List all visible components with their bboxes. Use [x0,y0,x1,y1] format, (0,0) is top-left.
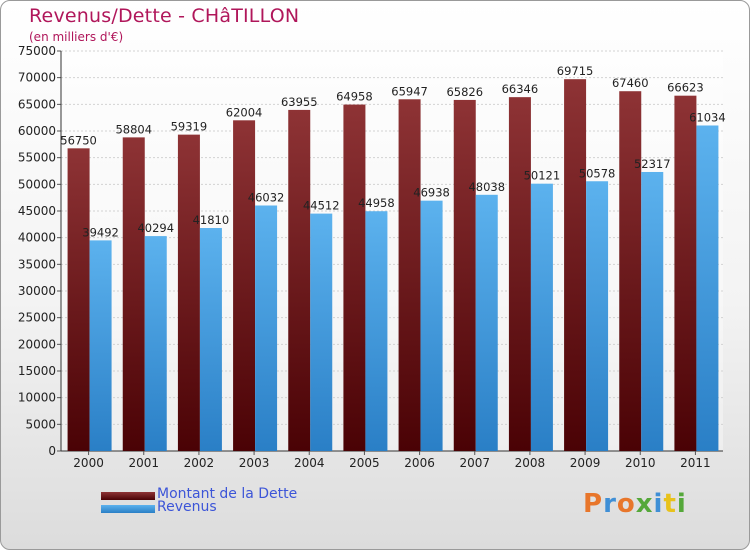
debt-value-label: 56750 [60,133,97,147]
revenue-value-label: 50578 [579,166,616,180]
x-tick-label: 2009 [570,456,601,470]
revenue-value-label: 41810 [193,213,230,227]
y-tick-label: 0 [48,444,56,458]
debt-value-label: 58804 [115,122,152,136]
revenue-value-label: 44512 [303,199,340,213]
revenue-bar [365,211,388,451]
legend-label-revenue: Revenus [157,499,217,515]
revenue-value-label: 48038 [468,180,505,194]
revenue-value-label: 50121 [524,169,561,183]
logo-letter: x [635,489,654,519]
y-tick-label: 35000 [18,257,56,271]
debt-bar [177,134,200,451]
debt-bar [122,137,145,451]
debt-value-label: 66346 [502,82,539,96]
y-tick-label: 20000 [18,337,56,351]
y-tick-label: 30000 [18,284,56,298]
x-tick-label: 2008 [515,456,546,470]
debt-bar [398,99,421,452]
x-tick-label: 2003 [239,456,270,470]
x-tick-label: 2005 [349,456,380,470]
y-tick-label: 5000 [25,417,56,431]
debt-value-label: 59319 [171,120,208,134]
x-tick-label: 2011 [680,456,711,470]
y-tick-label: 70000 [18,71,56,85]
chart-title: Revenus/Dette - CHâTILLON [29,5,300,27]
debt-bar [67,148,90,452]
revenue-value-label: 40294 [137,221,174,235]
logo-letter: P [583,489,604,519]
revenue-bar [310,213,333,451]
debt-value-label: 66623 [667,81,704,95]
x-tick-label: 2001 [128,456,159,470]
y-tick-label: 25000 [18,311,56,325]
legend-label-debt: Montant de la Dette [157,486,298,502]
logo-letter: i [653,489,664,519]
y-tick-label: 65000 [18,97,56,111]
revenue-bar [89,240,112,451]
debt-bar [288,109,311,451]
revenue-bar [144,236,167,451]
logo-letter: o [616,489,636,519]
debt-bar [564,79,587,451]
revenue-value-label: 61034 [689,110,726,124]
debt-value-label: 67460 [612,76,649,90]
x-tick-label: 2000 [73,456,104,470]
debt-bar [508,97,531,451]
y-tick-label: 10000 [18,391,56,405]
debt-bar [619,91,642,452]
revenue-bar [641,171,664,451]
revenue-bar [475,194,498,451]
debt-value-label: 63955 [281,95,318,109]
legend-swatch-debt [101,492,155,500]
grid [61,50,723,452]
bars [67,79,719,452]
debt-value-label: 69715 [557,64,594,78]
debt-value-label: 64958 [336,90,373,104]
revenue-bar [530,183,553,452]
revenue-bar [586,181,609,451]
y-tick-label: 45000 [18,204,56,218]
y-tick-label: 50000 [18,177,56,191]
data-labels: 56750 39492 58804 40294 59319 41810 62004 46032… [60,64,725,239]
revenue-value-label: 52317 [634,157,671,171]
x-tick-label: 2006 [404,456,435,470]
y-tick-label: 40000 [18,231,56,245]
revenue-value-label: 46032 [248,190,285,204]
proxiti-logo: Proxiti [583,489,687,519]
x-tick-label: 2002 [184,456,215,470]
logo-letter: t [663,489,677,519]
revenue-bar [255,205,278,451]
logo-letter: i [676,489,687,519]
revenue-bar [420,200,443,451]
revenue-value-label: 46938 [413,186,450,200]
y-tick-label: 60000 [18,124,56,138]
plot-area [61,51,723,451]
debt-bar [343,104,366,451]
axes: 0 5000 10000 15000 20000 25000 30000 35000 40000… [18,44,723,470]
legend-swatch-revenue [101,505,155,513]
revenue-bar [199,228,222,451]
debt-bar [453,99,476,451]
debt-value-label: 65826 [446,85,483,99]
chart-subtitle: (en milliers d'€) [29,30,124,44]
debt-bar [674,95,697,451]
x-tick-label: 2004 [294,456,325,470]
logo-letter: r [603,489,617,519]
debt-bar [233,120,256,451]
revenue-bar [696,125,719,451]
y-tick-label: 55000 [18,151,56,165]
x-tick-label: 2010 [625,456,656,470]
debt-value-label: 62004 [226,105,263,119]
debt-value-label: 65947 [391,84,428,98]
y-tick-label: 75000 [18,44,56,58]
revenue-value-label: 44958 [358,196,395,210]
revenue-value-label: 39492 [82,225,119,239]
x-tick-label: 2007 [459,456,490,470]
y-tick-label: 15000 [18,364,56,378]
